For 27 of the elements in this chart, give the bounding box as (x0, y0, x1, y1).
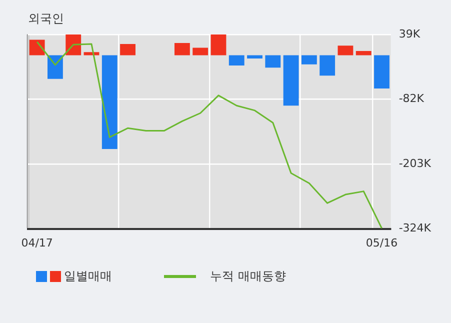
bar (102, 55, 118, 150)
y-tick-label: -203K (398, 156, 432, 170)
bar (265, 55, 281, 68)
bar (320, 55, 336, 76)
bar (283, 55, 299, 106)
bar (374, 55, 390, 88)
bar (48, 55, 63, 79)
x-tick-label: 04/17 (21, 236, 53, 250)
bar (192, 48, 208, 56)
bar (301, 55, 317, 64)
y-tick-label: 39K (398, 27, 421, 40)
bar (247, 55, 262, 58)
bar (228, 55, 244, 66)
x-tick-label: 05/16 (366, 236, 398, 250)
bar (120, 44, 136, 56)
bar (356, 51, 372, 56)
y-tick-label: -82K (398, 92, 425, 106)
bar (338, 46, 354, 56)
bar (84, 52, 100, 56)
y-tick-label: -324K (398, 222, 432, 235)
bar (174, 42, 190, 56)
legend-label: 누적 매매동향 (210, 268, 286, 285)
legend-label: 일별매매 (64, 268, 112, 285)
chart-title: 외국인 (28, 11, 64, 26)
bar (66, 34, 82, 56)
bar (210, 34, 226, 56)
bar (29, 40, 45, 56)
